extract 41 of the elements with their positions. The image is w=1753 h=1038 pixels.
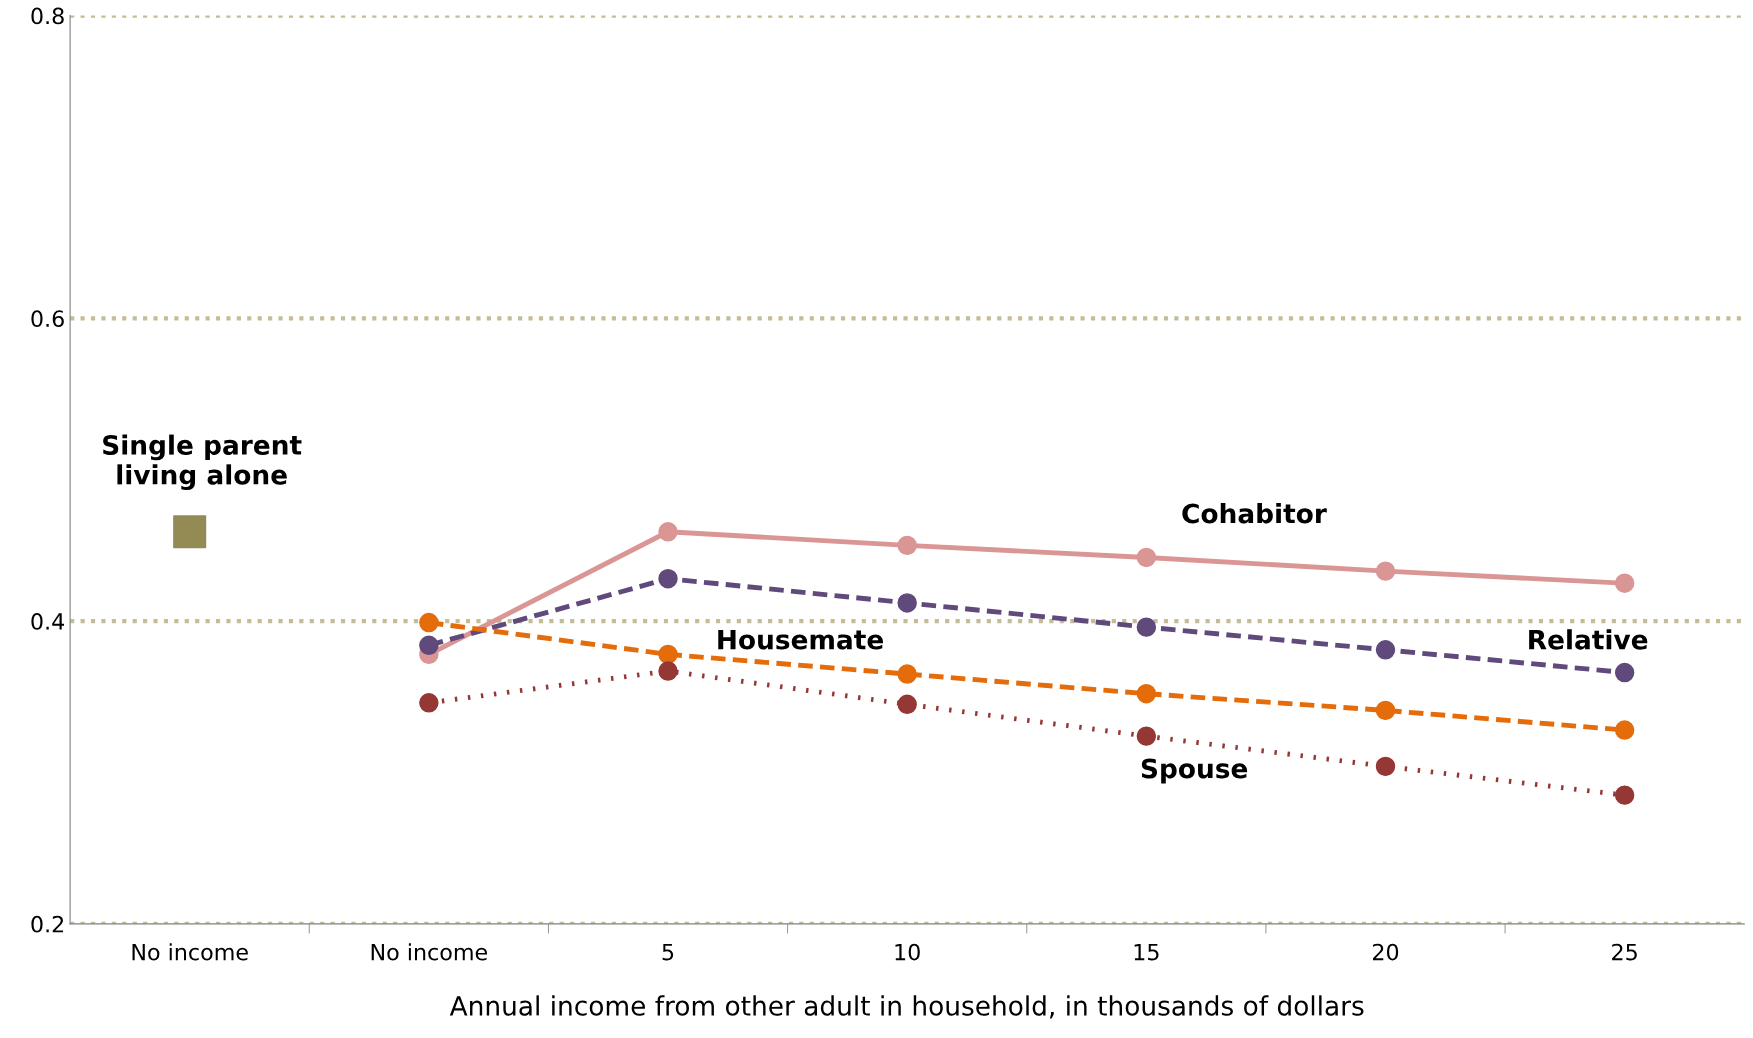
x-tick-label: 10 bbox=[895, 943, 920, 961]
point bbox=[1375, 561, 1396, 581]
point bbox=[658, 568, 678, 589]
series-label: Relative bbox=[1529, 629, 1648, 650]
x-tick-label: 25 bbox=[1612, 943, 1637, 961]
point bbox=[897, 694, 917, 715]
point bbox=[1136, 684, 1157, 704]
point bbox=[1375, 640, 1396, 660]
point bbox=[1136, 617, 1157, 637]
y-tick-label: 0.6 bbox=[31, 310, 64, 328]
x-axis-title: Annual income from other adult in household, in thousands of dollars bbox=[449, 995, 1364, 1019]
point bbox=[658, 661, 678, 681]
point bbox=[658, 644, 678, 665]
y-tick-label: 0.2 bbox=[31, 915, 64, 933]
point bbox=[1136, 726, 1157, 746]
point bbox=[897, 593, 917, 613]
series-label: Spouse bbox=[1141, 758, 1248, 784]
x-tick-label: 5 bbox=[662, 943, 674, 961]
point bbox=[897, 664, 917, 684]
point bbox=[1614, 573, 1635, 593]
text: Single parent living alone bbox=[103, 434, 302, 491]
point bbox=[1136, 547, 1157, 568]
x-tick-label: 20 bbox=[1372, 943, 1399, 961]
y-tick-label: 0.8 bbox=[31, 7, 64, 25]
y-tick-label: 0.4 bbox=[31, 613, 65, 630]
point bbox=[1614, 662, 1635, 683]
point bbox=[1375, 700, 1396, 721]
point bbox=[173, 515, 207, 549]
series-label: Cohabitor bbox=[1182, 503, 1327, 524]
point bbox=[1614, 785, 1635, 805]
point bbox=[658, 522, 678, 542]
point bbox=[419, 693, 439, 713]
series-label: Housemate bbox=[718, 629, 883, 650]
point bbox=[419, 635, 439, 656]
x-tick-label: No income bbox=[132, 943, 248, 961]
x-tick-label: No income bbox=[371, 943, 488, 961]
point bbox=[419, 612, 439, 633]
point bbox=[1614, 720, 1635, 740]
point bbox=[1375, 756, 1396, 777]
x-tick-label: 15 bbox=[1134, 943, 1159, 961]
point bbox=[897, 535, 917, 556]
